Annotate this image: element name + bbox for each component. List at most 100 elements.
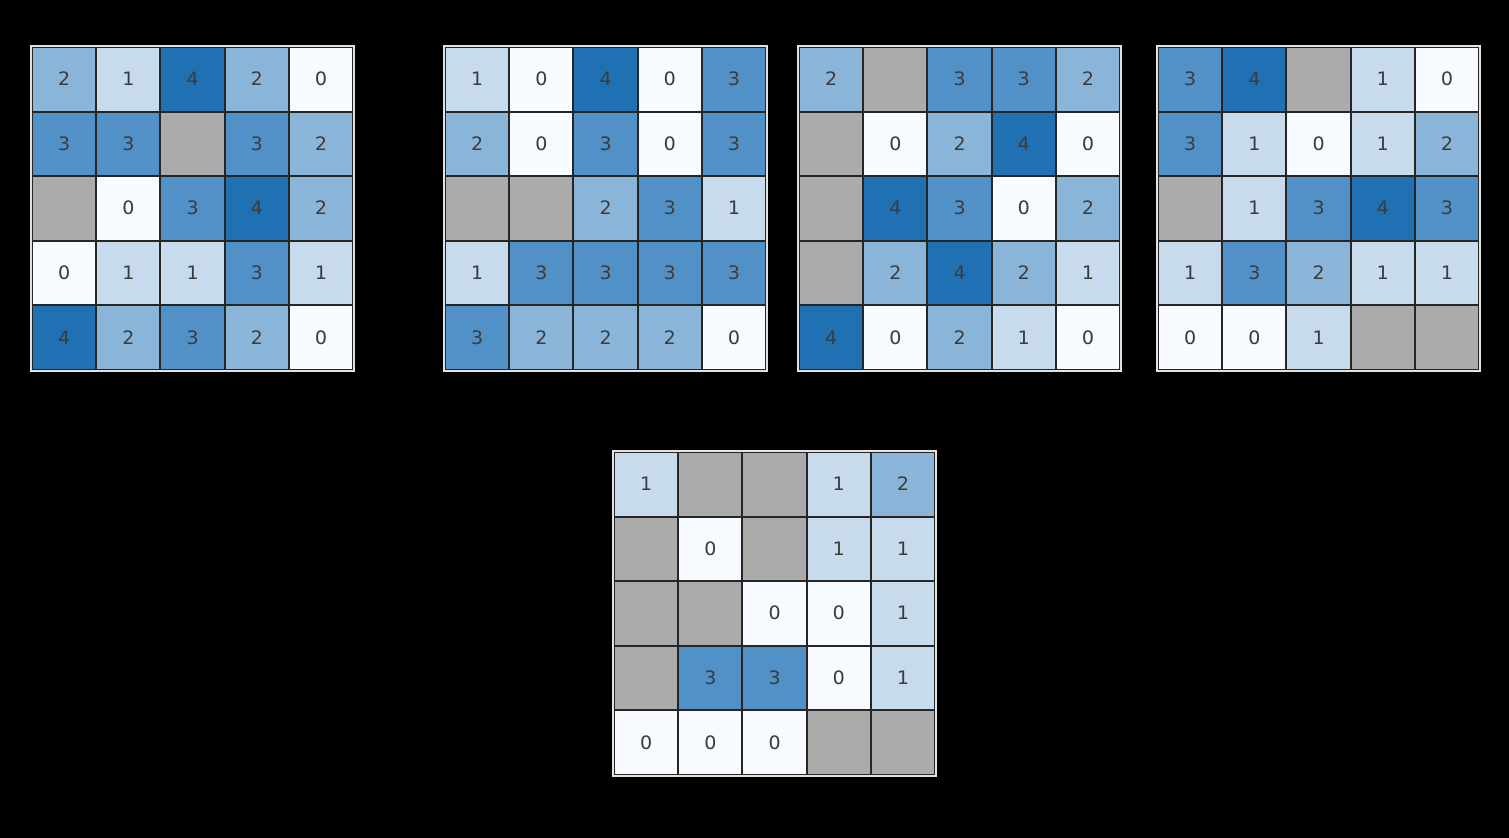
- value-cell: 1: [289, 241, 352, 305]
- value-cell: 2: [289, 177, 352, 240]
- masked-cell: [1351, 306, 1414, 369]
- value-cell: 4: [161, 48, 224, 111]
- value-cell: 3: [638, 241, 701, 305]
- value-cell: 2: [992, 241, 1055, 305]
- value-cell: 4: [1351, 177, 1414, 240]
- value-cell: 3: [574, 112, 637, 176]
- masked-cell: [800, 241, 863, 305]
- masked-cell: [161, 112, 224, 176]
- value-cell: 0: [1056, 306, 1119, 369]
- value-cell: 2: [1287, 241, 1350, 305]
- value-cell: 0: [864, 306, 927, 369]
- value-cell: 2: [871, 453, 934, 516]
- value-cell: 0: [679, 711, 742, 774]
- masked-cell: [510, 177, 573, 240]
- value-cell: 1: [871, 517, 934, 581]
- value-cell: 1: [446, 241, 509, 305]
- value-cell: 1: [1159, 241, 1222, 305]
- value-cell: 4: [928, 241, 991, 305]
- value-cell: 3: [510, 241, 573, 305]
- value-cell: 0: [702, 306, 765, 369]
- value-cell: 0: [992, 177, 1055, 240]
- value-cell: 0: [510, 112, 573, 176]
- value-cell: 3: [1287, 177, 1350, 240]
- value-cell: 4: [1223, 48, 1286, 111]
- value-cell: 2: [1056, 48, 1119, 111]
- value-cell: 0: [289, 48, 352, 111]
- value-cell: 0: [679, 517, 742, 581]
- masked-cell: [33, 177, 96, 240]
- value-cell: 2: [225, 48, 288, 111]
- value-cell: 2: [1415, 112, 1478, 176]
- value-cell: 2: [225, 306, 288, 369]
- value-cell: 3: [161, 177, 224, 240]
- value-cell: 3: [928, 177, 991, 240]
- masked-cell: [615, 646, 678, 710]
- value-cell: 1: [871, 582, 934, 645]
- masked-cell: [615, 582, 678, 645]
- value-cell: 4: [864, 177, 927, 240]
- value-cell: 2: [574, 177, 637, 240]
- value-cell: 3: [743, 646, 806, 710]
- masked-cell: [1287, 48, 1350, 111]
- value-cell: 1: [807, 517, 870, 581]
- masked-cell: [800, 177, 863, 240]
- value-cell: 1: [1223, 177, 1286, 240]
- value-cell: 3: [702, 48, 765, 111]
- value-cell: 1: [807, 453, 870, 516]
- masked-cell: [1159, 177, 1222, 240]
- value-cell: 1: [161, 241, 224, 305]
- masked-cell: [743, 453, 806, 516]
- value-cell: 0: [510, 48, 573, 111]
- value-cell: 3: [992, 48, 1055, 111]
- value-cell: 4: [992, 112, 1055, 176]
- value-cell: 0: [743, 711, 806, 774]
- masked-cell: [679, 582, 742, 645]
- masked-cell: [446, 177, 509, 240]
- value-cell: 2: [510, 306, 573, 369]
- value-cell: 3: [33, 112, 96, 176]
- value-cell: 3: [225, 241, 288, 305]
- value-cell: 2: [1056, 177, 1119, 240]
- value-cell: 1: [1223, 112, 1286, 176]
- value-cell: 3: [638, 177, 701, 240]
- value-cell: 0: [807, 582, 870, 645]
- value-cell: 1: [615, 453, 678, 516]
- value-cell: 4: [574, 48, 637, 111]
- value-cell: 2: [97, 306, 160, 369]
- masked-cell: [679, 453, 742, 516]
- value-cell: 3: [161, 306, 224, 369]
- value-cell: 3: [1159, 48, 1222, 111]
- value-cell: 0: [1223, 306, 1286, 369]
- value-cell: 0: [1159, 306, 1222, 369]
- value-cell: 3: [1415, 177, 1478, 240]
- value-cell: 0: [864, 112, 927, 176]
- value-cell: 1: [992, 306, 1055, 369]
- value-cell: 4: [225, 177, 288, 240]
- masked-cell: [800, 112, 863, 176]
- value-cell: 3: [702, 112, 765, 176]
- value-cell: 4: [33, 306, 96, 369]
- value-cell: 0: [638, 48, 701, 111]
- value-cell: 0: [1415, 48, 1478, 111]
- value-cell: 1: [1056, 241, 1119, 305]
- value-cell: 0: [1287, 112, 1350, 176]
- masked-cell: [871, 711, 934, 774]
- value-cell: 1: [702, 177, 765, 240]
- value-cell: 2: [638, 306, 701, 369]
- value-cell: 0: [1056, 112, 1119, 176]
- value-cell: 2: [928, 112, 991, 176]
- value-cell: 2: [289, 112, 352, 176]
- value-cell: 1: [1415, 241, 1478, 305]
- value-cell: 3: [1223, 241, 1286, 305]
- masked-cell: [615, 517, 678, 581]
- value-cell: 0: [743, 582, 806, 645]
- value-cell: 0: [615, 711, 678, 774]
- value-cell: 1: [1351, 112, 1414, 176]
- value-cell: 0: [289, 306, 352, 369]
- value-cell: 1: [97, 48, 160, 111]
